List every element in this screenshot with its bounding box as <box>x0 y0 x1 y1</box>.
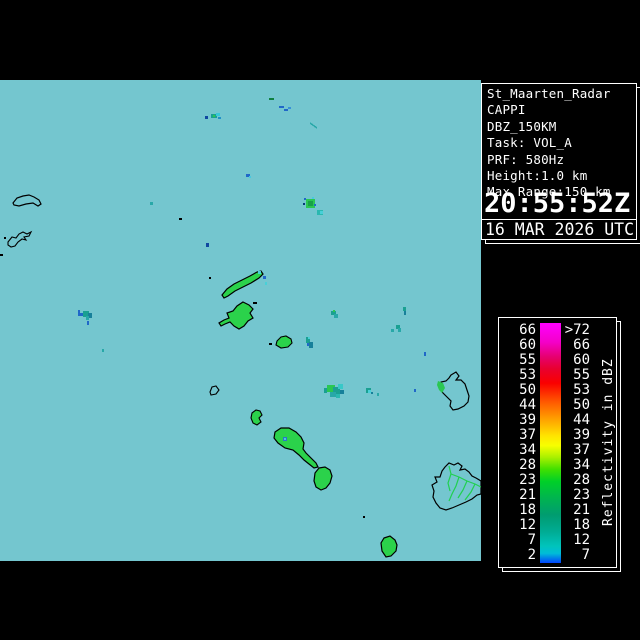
legend-right-label: 39 <box>573 427 590 443</box>
legend-right-label: 34 <box>573 457 590 473</box>
legend-right-label: 53 <box>573 382 590 398</box>
legend-left-label: 44 <box>519 397 536 413</box>
island-saba <box>209 385 220 396</box>
legend-left-label: 37 <box>519 427 536 443</box>
legend-row: 66 >72 <box>499 323 616 338</box>
island-virgin-gorda <box>0 230 33 256</box>
scan-date: 16 MAR 2026 UTC <box>481 219 637 240</box>
legend-row: 44 50 <box>499 398 616 413</box>
legend-left-label: 53 <box>519 367 536 383</box>
legend-row: 55 60 <box>499 353 616 368</box>
scan-time: 20:55:52Z <box>484 188 631 219</box>
island-st-kitts <box>273 427 319 469</box>
legend-right-label: 23 <box>573 487 590 503</box>
info-line: Task: VOL_A <box>487 135 572 151</box>
legend-row: 60 66 <box>499 338 616 353</box>
legend-row: 18 21 <box>499 503 616 518</box>
legend-left-label: 12 <box>519 517 536 533</box>
legend-right-label: 44 <box>573 412 590 428</box>
legend-right-label: 21 <box>573 502 590 518</box>
radar-echoes <box>78 98 426 518</box>
legend-right-label: 55 <box>573 367 590 383</box>
radar-info-lines: St_Maarten_Radar CAPPI DBZ_150KM Task: VOL_… <box>487 86 635 201</box>
radar-map-canvas <box>0 98 481 558</box>
island-anguilla <box>221 270 267 299</box>
radar-info-panel: St_Maarten_Radar CAPPI DBZ_150KM Task: VOL_… <box>481 83 637 240</box>
legend-right-label: 7 <box>581 547 590 563</box>
legend-row: 28 34 <box>499 458 616 473</box>
legend-left-label: 21 <box>519 487 536 503</box>
legend-row: 39 44 <box>499 413 616 428</box>
legend-left-label: 34 <box>519 442 536 458</box>
reflectivity-legend: 66 >72 60 66 55 60 53 55 50 53 44 50 39 44 37 39 34 37 28 3… <box>498 317 617 568</box>
legend-axis-title: Reflectivity in dBZ <box>601 358 616 527</box>
radar-map <box>0 80 481 561</box>
legend-right-label: 28 <box>573 472 590 488</box>
legend-left-label: 28 <box>519 457 536 473</box>
island-st-eustatius <box>250 409 263 426</box>
legend-left-label: 39 <box>519 412 536 428</box>
info-line: DBZ_150KM <box>487 118 557 134</box>
legend-row: 7 12 <box>499 533 616 548</box>
island-nevis <box>313 466 333 491</box>
legend-left-label: 18 <box>519 502 536 518</box>
legend-left-label: 60 <box>519 337 536 353</box>
legend-row: 23 28 <box>499 473 616 488</box>
antigua-green-lines <box>447 465 481 502</box>
info-line: PRF: 580Hz <box>487 151 565 167</box>
legend-left-label: 55 <box>519 352 536 368</box>
info-line: Height:1.0 km <box>487 168 588 184</box>
legend-left-label: 7 <box>527 532 536 548</box>
legend-right-label: 18 <box>573 517 590 533</box>
legend-row: 34 37 <box>499 443 616 458</box>
legend-right-label: 60 <box>573 352 590 368</box>
island-barbuda <box>437 371 470 411</box>
legend-right-label: 37 <box>573 442 590 458</box>
legend-row: 50 53 <box>499 383 616 398</box>
island-antigua <box>431 462 481 511</box>
legend-right-label: 50 <box>573 397 590 413</box>
legend-left-label: 50 <box>519 382 536 398</box>
island-anegada <box>12 194 42 207</box>
legend-left-label: 66 <box>519 322 536 338</box>
legend-left-label: 2 <box>527 547 536 563</box>
legend-row: 53 55 <box>499 368 616 383</box>
legend-color-bar <box>540 323 561 563</box>
island-st-martin <box>218 301 257 330</box>
legend-row: 12 18 <box>499 518 616 533</box>
legend-row: 21 23 <box>499 488 616 503</box>
info-line: CAPPI <box>487 102 526 118</box>
island-st-barthelemy <box>269 335 293 349</box>
legend-right-label: 66 <box>573 337 590 353</box>
legend-left-label: 23 <box>519 472 536 488</box>
info-line: Max Range:150 km <box>487 184 611 200</box>
legend-scale-rows: 66 >72 60 66 55 60 53 55 50 53 44 50 39 44 37 39 34 37 28 3… <box>499 323 616 563</box>
legend-right-label: 12 <box>573 532 590 548</box>
island-montserrat <box>380 535 398 558</box>
legend-right-label: >72 <box>564 322 590 338</box>
legend-row: 37 39 <box>499 428 616 443</box>
info-line: St_Maarten_Radar <box>487 86 611 101</box>
